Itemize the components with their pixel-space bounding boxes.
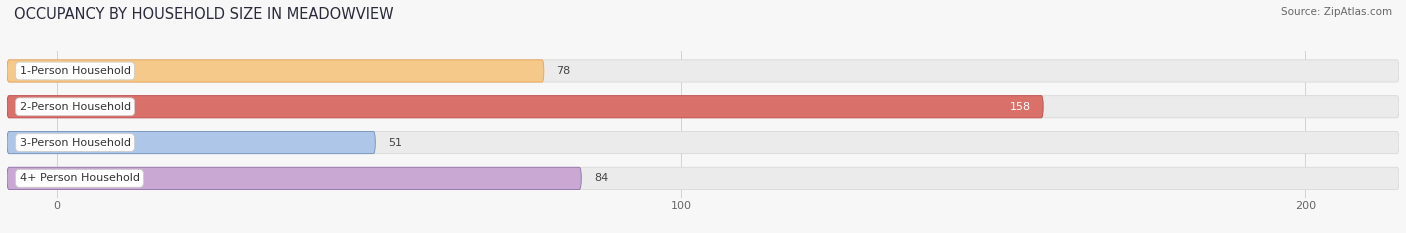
- Text: 84: 84: [593, 173, 607, 183]
- Text: 78: 78: [557, 66, 571, 76]
- FancyBboxPatch shape: [7, 96, 1399, 118]
- Text: OCCUPANCY BY HOUSEHOLD SIZE IN MEADOWVIEW: OCCUPANCY BY HOUSEHOLD SIZE IN MEADOWVIE…: [14, 7, 394, 22]
- FancyBboxPatch shape: [7, 167, 1399, 189]
- Text: 51: 51: [388, 137, 402, 147]
- FancyBboxPatch shape: [7, 131, 375, 154]
- Text: 158: 158: [1010, 102, 1031, 112]
- FancyBboxPatch shape: [7, 167, 581, 189]
- FancyBboxPatch shape: [7, 60, 544, 82]
- Text: 1-Person Household: 1-Person Household: [20, 66, 131, 76]
- FancyBboxPatch shape: [7, 131, 1399, 154]
- FancyBboxPatch shape: [7, 60, 1399, 82]
- Text: Source: ZipAtlas.com: Source: ZipAtlas.com: [1281, 7, 1392, 17]
- Text: 2-Person Household: 2-Person Household: [20, 102, 131, 112]
- Text: 4+ Person Household: 4+ Person Household: [20, 173, 139, 183]
- FancyBboxPatch shape: [7, 96, 1043, 118]
- Text: 3-Person Household: 3-Person Household: [20, 137, 131, 147]
